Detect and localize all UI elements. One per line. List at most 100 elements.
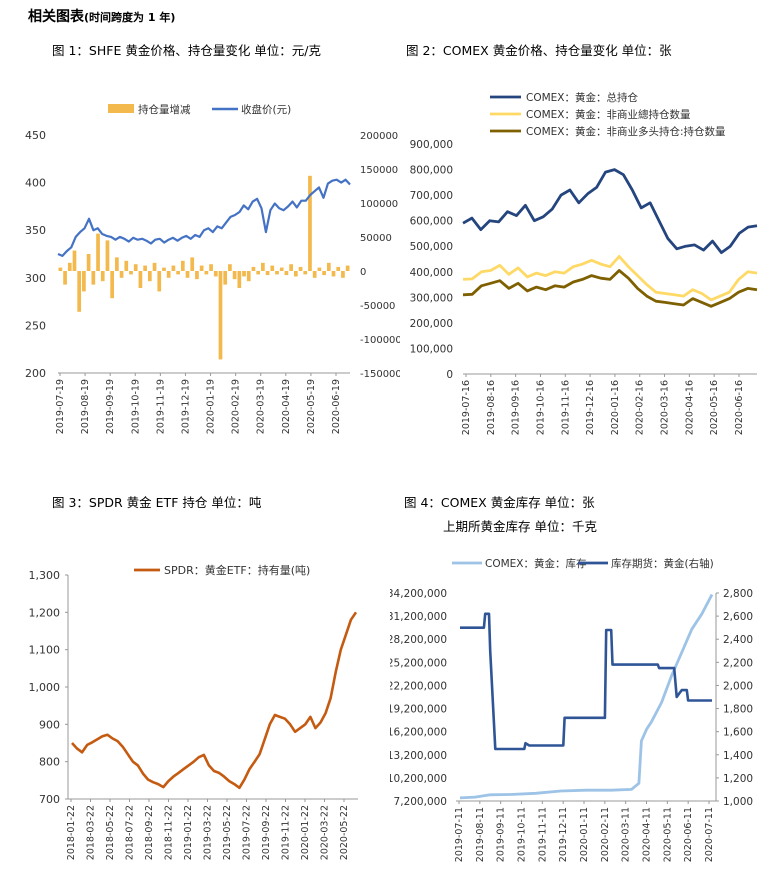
fig1-left-tick-label: 200 <box>25 367 46 380</box>
fig1-bar <box>275 271 279 275</box>
fig3-x-tick-label: 2019-03-22 <box>203 805 214 860</box>
fig3-x-tick-label: 2018-09-22 <box>144 805 155 860</box>
fig4-right-tick-label: 1,200 <box>723 773 753 785</box>
fig1-bar <box>96 233 100 271</box>
fig2-line-0 <box>462 168 758 255</box>
fig3-x-tick-label: 2019-09-22 <box>261 805 272 860</box>
fig1-bar <box>256 271 261 275</box>
fig2-y-tick-label: 600,000 <box>410 216 453 228</box>
fig3-x-tick-label: 2019-05-22 <box>222 805 233 860</box>
fig2-x-tick-label: 2019-08-16 <box>486 380 497 435</box>
fig2-legend-label-0: COMEX：黄金：总持仓 <box>526 91 638 104</box>
fig4-x-tick-label: 2020-06-11 <box>683 807 694 862</box>
fig1-bar <box>180 260 185 271</box>
fig1-bar <box>143 265 147 271</box>
fig4-right-tick-label: 1,000 <box>723 796 753 808</box>
fig1-bar <box>77 271 82 312</box>
fig1-right-tick-label: 50000 <box>360 233 392 244</box>
fig2-x-tick-label: 2020-06-16 <box>734 380 745 435</box>
fig2-x-tick-label: 2019-12-16 <box>585 380 596 435</box>
fig3-title: 图 3：SPDR 黄金 ETF 持仓 单位：吨 <box>52 495 262 510</box>
fig2-x-tick-label: 2020-01-16 <box>610 380 621 435</box>
fig4-right-tick-label: 1,600 <box>723 727 753 739</box>
fig4-left-tick-label: 13,200,000 <box>390 750 447 762</box>
fig1-right-tick-label: -50000 <box>360 301 395 312</box>
fig3-y-tick-label: 900 <box>39 718 60 731</box>
fig1-bar <box>228 264 232 271</box>
fig3-legend-label: SPDR：黄金ETF：持有量(吨) <box>164 563 310 577</box>
fig3-x-tick-label: 2018-11-22 <box>164 805 175 860</box>
fig2-y-tick-label: 100,000 <box>410 343 453 355</box>
fig4-left-tick-label: 34,200,000 <box>390 588 447 600</box>
fig3-y-tick-label: 1,300 <box>29 569 61 582</box>
fig1-x-tick-label: 2019-12-19 <box>180 379 191 434</box>
fig4-x-tick-label: 2020-07-11 <box>704 807 715 862</box>
fig3-y-tick-label: 1,200 <box>29 606 61 619</box>
fig2-y-tick-label: 900,000 <box>410 139 453 151</box>
fig1-x-tick-label: 2019-08-19 <box>80 379 91 434</box>
fig3-x-tick-label: 2018-01-22 <box>66 805 77 860</box>
fig1-chart: 200 250 300 350 400 450 -150000 -100000 -50000 0 5… <box>25 103 400 434</box>
fig1-bar <box>176 271 180 275</box>
fig2-x-tick-label: 2019-11-16 <box>560 380 571 435</box>
fig1-bar <box>336 266 341 271</box>
fig4-x-tick-label: 2020-03-11 <box>621 807 632 862</box>
fig1-bar <box>232 271 237 280</box>
fig1-bar <box>63 271 67 285</box>
fig1-bar <box>270 265 275 271</box>
fig1-x-tick-label: 2020-05-19 <box>306 379 317 434</box>
fig3-x-tick-label: 2020-03-22 <box>320 805 331 860</box>
fig3-x-tick-label: 2020-01-22 <box>300 805 311 860</box>
fig1-legend-swatch-bar <box>108 104 134 113</box>
fig1-bar <box>129 271 133 275</box>
fig4-x-tick-label: 2019-08-11 <box>475 807 486 862</box>
fig1-bar <box>190 257 195 271</box>
fig1-bar <box>308 175 312 271</box>
fig1-bar <box>82 271 86 292</box>
fig2-y-tick-label: 300,000 <box>410 292 453 304</box>
fig3-y-tick-label: 800 <box>39 756 60 769</box>
fig1-x-tick-label: 2020-06-19 <box>331 379 342 434</box>
fig1-bar <box>213 271 218 277</box>
fig3-x-tick-label: 2019-11-22 <box>281 805 292 860</box>
fig3-y-tick-label: 1,100 <box>29 644 61 657</box>
fig1-right-tick-label: 0 <box>360 267 366 278</box>
section-title-main: 相关图表 <box>28 9 84 25</box>
fig1-left-tick-label: 250 <box>25 319 46 332</box>
fig1-bar <box>298 266 303 271</box>
fig1-bar <box>279 267 284 271</box>
fig1-bar <box>204 271 209 275</box>
fig2-x-tick-label: 2019-10-16 <box>535 380 546 435</box>
fig1-right-tick-label: 100000 <box>360 199 398 210</box>
fig4-right-tick-label: 2,400 <box>723 634 753 646</box>
fig2-x-tick-label: 2020-02-16 <box>635 380 646 435</box>
fig4-chart: 7,200,000 10,200,000 13,200,000 16,200,000 1… <box>390 557 753 862</box>
fig1-bar <box>237 271 242 288</box>
fig4-left-tick-label: 25,200,000 <box>390 657 447 669</box>
fig1-line-close <box>57 178 351 257</box>
fig1-bar <box>138 271 143 288</box>
fig4-right-tick-label: 2,600 <box>723 611 753 623</box>
fig1-right-tick-label: 150000 <box>360 165 398 176</box>
fig1-bar <box>58 267 63 271</box>
fig1-bar <box>195 271 199 280</box>
fig1-x-tick-label: 2019-07-19 <box>55 379 66 434</box>
fig4-legend-label-0: COMEX：黄金：库存 <box>485 557 587 570</box>
fig2-y-tick-label: 500,000 <box>410 241 453 253</box>
fig1-bar <box>246 271 251 282</box>
fig1-right-tick-label: 200000 <box>360 131 398 142</box>
fig4-x-tick-label: 2020-05-11 <box>662 807 673 862</box>
fig3-y-tick-label: 700 <box>39 793 60 806</box>
fig4-x-tick-label: 2019-12-11 <box>558 807 569 862</box>
fig4-line-shfe <box>460 612 712 751</box>
fig3-x-tick-label: 2018-05-22 <box>105 805 116 860</box>
fig2-legend-label-1: COMEX：黄金：非商业總持仓数量 <box>526 108 691 121</box>
fig1-legend-label-bar: 持仓量增减 <box>138 103 191 116</box>
fig1-x-tick-label: 2019-09-19 <box>105 379 116 434</box>
fig1-legend-label-line: 收盘价(元) <box>241 103 291 116</box>
fig2-y-tick-label: 800,000 <box>410 165 453 177</box>
fig4-x-tick-label: 2020-02-11 <box>600 807 611 862</box>
fig4-x-tick-label: 2020-01-11 <box>579 807 590 862</box>
fig1-x-tick-label: 2019-10-19 <box>130 379 141 434</box>
fig1-bar <box>119 271 124 278</box>
